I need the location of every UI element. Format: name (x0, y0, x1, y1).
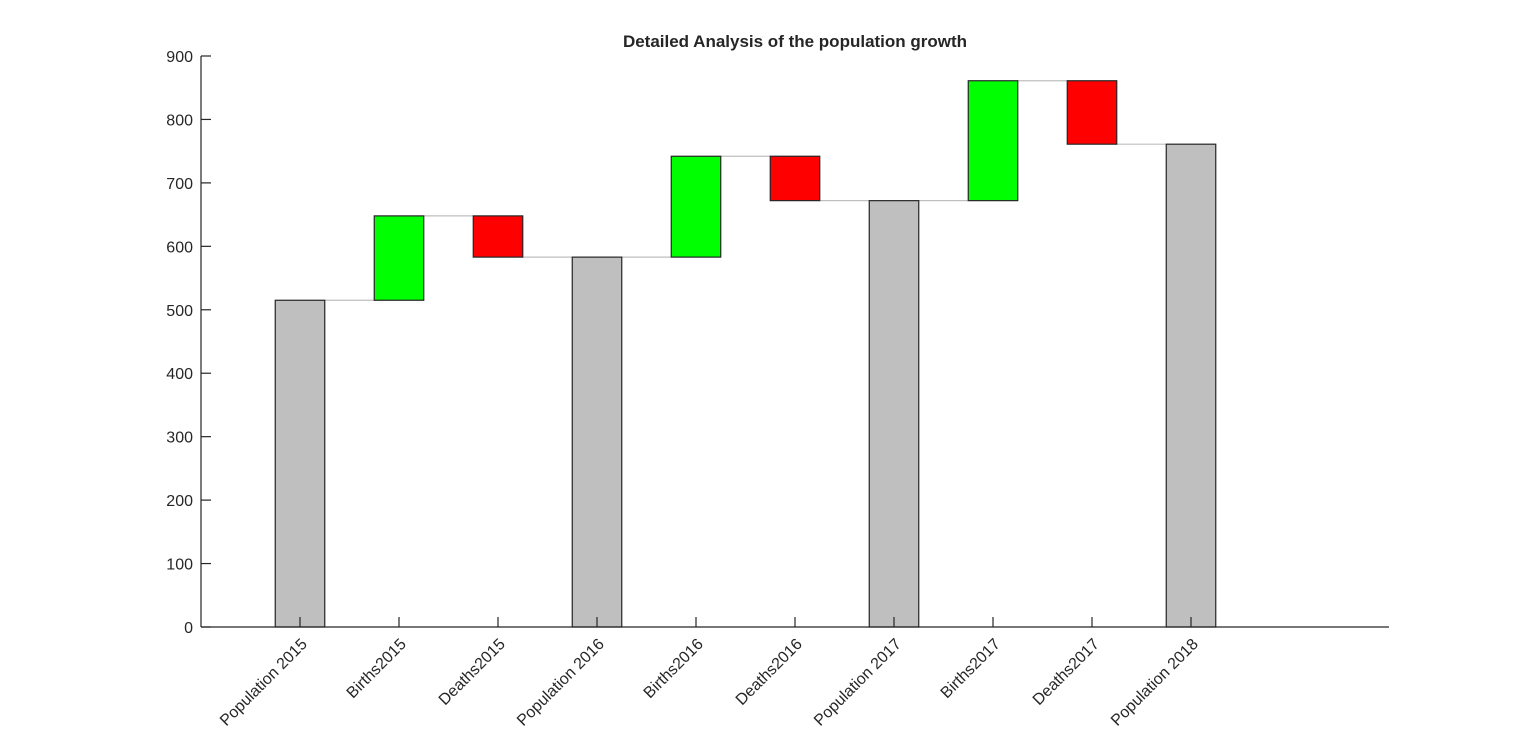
bar-increase (967, 80, 1019, 202)
y-tick-label: 300 (166, 430, 193, 447)
y-tick-label: 900 (166, 49, 193, 66)
x-tick-label: Births2015 (344, 636, 410, 702)
bar-decrease (769, 155, 821, 202)
y-tick-label: 600 (166, 239, 193, 256)
y-tick-label: 400 (166, 366, 193, 383)
bar-decrease (1066, 80, 1118, 145)
bar-total (868, 200, 920, 628)
y-tick-label: 500 (166, 303, 193, 320)
chart-title: Detailed Analysis of the population grow… (623, 32, 967, 51)
y-tick-label: 200 (166, 493, 193, 510)
bar-increase (373, 215, 425, 301)
x-tick-label: Population 2015 (217, 636, 311, 730)
x-tick-label: Births2017 (938, 636, 1004, 702)
x-tick-label: Births2016 (641, 636, 707, 702)
y-tick-label: 0 (184, 620, 193, 637)
bar-increase (670, 155, 722, 258)
y-tick-label: 100 (166, 557, 193, 574)
bar-decrease (472, 215, 524, 258)
x-tick-label: Deaths2016 (733, 636, 806, 709)
x-tick-label: Deaths2015 (436, 636, 509, 709)
bar-total (274, 299, 326, 628)
x-tick-label: Deaths2017 (1030, 636, 1103, 709)
bar-total (1165, 143, 1217, 628)
x-tick-label: Population 2018 (1108, 636, 1202, 730)
y-tick-label: 800 (166, 112, 193, 129)
y-tick-label: 700 (166, 176, 193, 193)
x-tick-label: Population 2017 (811, 636, 905, 730)
x-tick-label: Population 2016 (514, 636, 608, 730)
bar-total (571, 256, 623, 628)
